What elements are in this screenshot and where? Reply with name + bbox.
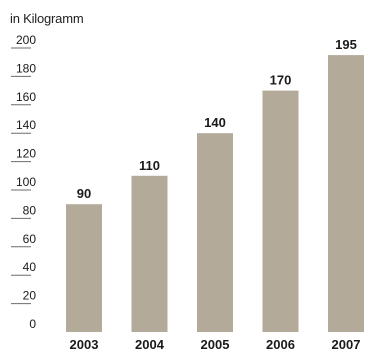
bar <box>328 55 364 332</box>
bar-value-label: 140 <box>204 115 226 130</box>
y-tick-label: 160 <box>16 90 36 104</box>
y-tick-label: 20 <box>23 289 37 303</box>
y-tick-label: 100 <box>16 175 36 189</box>
bar-value-label: 170 <box>270 73 292 88</box>
y-tick-label: 140 <box>16 118 36 132</box>
bar-value-label: 90 <box>77 186 91 201</box>
y-tick-label: 200 <box>16 33 36 47</box>
y-tick-label: 80 <box>23 203 37 217</box>
x-category-label: 2004 <box>135 337 165 352</box>
bar <box>131 175 168 332</box>
bar <box>66 204 102 332</box>
y-tick-label: 40 <box>23 260 37 274</box>
y-tick-label: 120 <box>16 147 36 161</box>
x-category-label: 2005 <box>201 337 230 352</box>
x-category-label: 2006 <box>266 337 295 352</box>
unit-label: in Kilogramm <box>10 11 84 26</box>
x-category-label: 2007 <box>332 337 361 352</box>
bar-value-label: 110 <box>139 158 160 173</box>
y-tick-label: 60 <box>23 232 37 246</box>
y-tick-label: 180 <box>16 61 36 75</box>
y-tick-label: 0 <box>29 317 36 331</box>
bar <box>197 133 233 332</box>
x-category-label: 2003 <box>70 337 99 352</box>
bar <box>262 90 299 332</box>
bar-value-label: 195 <box>335 37 357 52</box>
